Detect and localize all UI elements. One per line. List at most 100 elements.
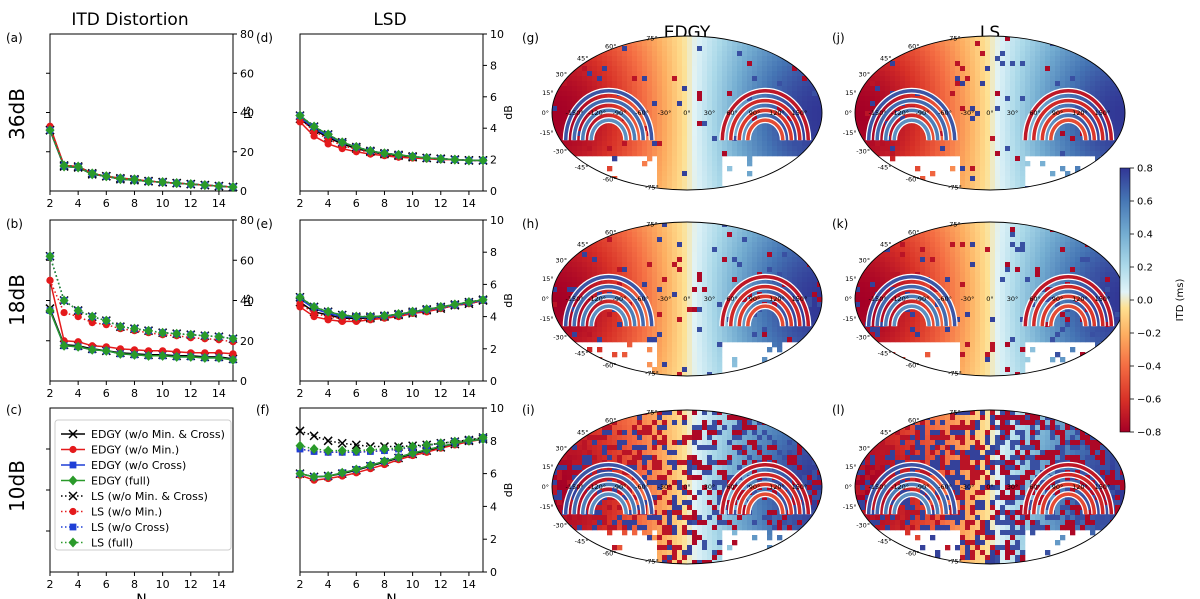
x-tick-label: 8 <box>381 197 388 210</box>
data-point <box>309 471 319 482</box>
lat-tick-label: -15° <box>843 129 857 137</box>
data-point <box>351 311 361 322</box>
x-tick-label: 2 <box>297 387 304 400</box>
lat-tick-label: -45° <box>575 349 589 357</box>
lon-tick-label: 60° <box>1029 109 1041 117</box>
heat-ring <box>1049 118 1088 141</box>
panel-label-d: (d) <box>256 31 273 45</box>
panel-label-a: (a) <box>6 31 23 45</box>
heat-ring <box>875 98 948 141</box>
lon-tick-label: 30° <box>1007 109 1019 117</box>
panel-label-l: (l) <box>832 403 845 417</box>
heat-ring <box>737 482 794 515</box>
x-tick-label: 8 <box>131 387 138 400</box>
data-point <box>59 295 69 306</box>
legend-marker <box>68 429 78 439</box>
x-tick-label: 14 <box>212 387 226 400</box>
data-point <box>478 155 488 166</box>
lat-tick-label: 60° <box>605 416 617 424</box>
colorbar-tick-label: −0.2 <box>1137 329 1161 340</box>
legend-marker <box>68 491 78 501</box>
panel-a-itd-36db: 2 4 6 8 10 12 14 0 20 40 60 80 μs <box>45 28 254 210</box>
data-point <box>379 148 389 159</box>
heat-ring <box>589 118 628 141</box>
heat-ring <box>589 492 628 515</box>
x-tick-label: 8 <box>381 387 388 400</box>
x-tick-label: 2 <box>47 578 54 591</box>
panel-label-k: (k) <box>832 217 848 231</box>
panel-e-lsd-18db: 2 4 6 8 10 12 14 0 2 4 6 8 10 dB <box>295 214 515 400</box>
legend-label: LS (full) <box>91 537 133 550</box>
heat-ring <box>729 98 802 141</box>
x-tick-label: 4 <box>325 197 332 210</box>
data-point <box>337 467 347 478</box>
heat-ring <box>563 463 654 515</box>
y-tick-label: 10 <box>490 28 504 41</box>
lat-tick-label: 75° <box>646 221 658 229</box>
data-point <box>394 149 404 160</box>
data-point <box>295 110 305 121</box>
map-outline <box>551 409 823 565</box>
lon-tick-label: 150° <box>1095 483 1111 491</box>
lon-tick-label: 90° <box>1052 483 1064 491</box>
x-tick-label: 6 <box>103 578 110 591</box>
panel-label-j: (j) <box>832 31 845 45</box>
data-point <box>436 438 446 449</box>
series-line <box>299 118 483 162</box>
y-tick-label: 0 <box>490 566 497 579</box>
data-point <box>379 310 389 321</box>
x-tick-label: 10 <box>406 197 420 210</box>
heat-ring <box>572 284 645 327</box>
heat-ring <box>1032 472 1105 515</box>
data-point <box>296 300 304 308</box>
x-tick-label: 10 <box>156 578 170 591</box>
y-tick-label: 60 <box>240 254 254 267</box>
lon-tick-label: 150° <box>792 295 808 303</box>
lat-tick-label: 60° <box>605 42 617 50</box>
data-point <box>45 125 55 136</box>
data-point <box>337 137 347 148</box>
lon-tick-label: -90° <box>613 483 627 491</box>
y-tick-label: 40 <box>240 107 254 120</box>
lon-tick-label: -90° <box>613 295 627 303</box>
lat-tick-label: -30° <box>856 334 870 342</box>
data-point <box>309 121 319 132</box>
x-tick-label: 2 <box>297 578 304 591</box>
lon-tick-label: 60° <box>726 295 738 303</box>
colorbar-tick-label: 0.0 <box>1137 296 1153 307</box>
lon-tick-label: 120° <box>1072 295 1088 303</box>
data-point <box>172 178 182 189</box>
panel-label-b: (b) <box>6 217 23 231</box>
data-point <box>229 350 237 358</box>
data-point <box>323 445 333 456</box>
x-axis-label: N <box>136 592 146 599</box>
heat-ring <box>883 108 940 141</box>
row-label-18db: 18dB <box>5 274 29 326</box>
y-axis-label: μs <box>240 106 253 119</box>
lat-tick-label: -15° <box>540 129 554 137</box>
lat-tick-label: 45° <box>577 429 589 437</box>
data-point <box>172 351 182 362</box>
data-point <box>73 305 83 316</box>
data-point <box>73 341 83 352</box>
lon-tick-label: -30° <box>658 109 672 117</box>
colorbar-tick-label: −0.6 <box>1137 395 1161 406</box>
heat-ring <box>720 89 811 141</box>
data-point <box>309 431 319 441</box>
lat-tick-label: -15° <box>843 503 857 511</box>
lat-tick-label: 60° <box>908 228 920 236</box>
series-line <box>49 129 234 188</box>
heat-ring <box>866 463 957 515</box>
legend-label: LS (w/o Min. & Cross) <box>91 490 208 503</box>
map-outline <box>854 409 1126 565</box>
lat-tick-label: -60° <box>603 176 617 184</box>
y-tick-label: 8 <box>490 246 497 259</box>
map-outline <box>551 35 823 191</box>
lat-tick-label: 30° <box>556 445 568 453</box>
lon-tick-label: -120° <box>588 109 606 117</box>
lat-tick-label: 0° <box>845 483 852 491</box>
data-point <box>337 309 347 320</box>
y-tick-label: 4 <box>490 500 497 513</box>
lon-tick-label: 120° <box>769 483 785 491</box>
heat-ring <box>875 472 948 515</box>
